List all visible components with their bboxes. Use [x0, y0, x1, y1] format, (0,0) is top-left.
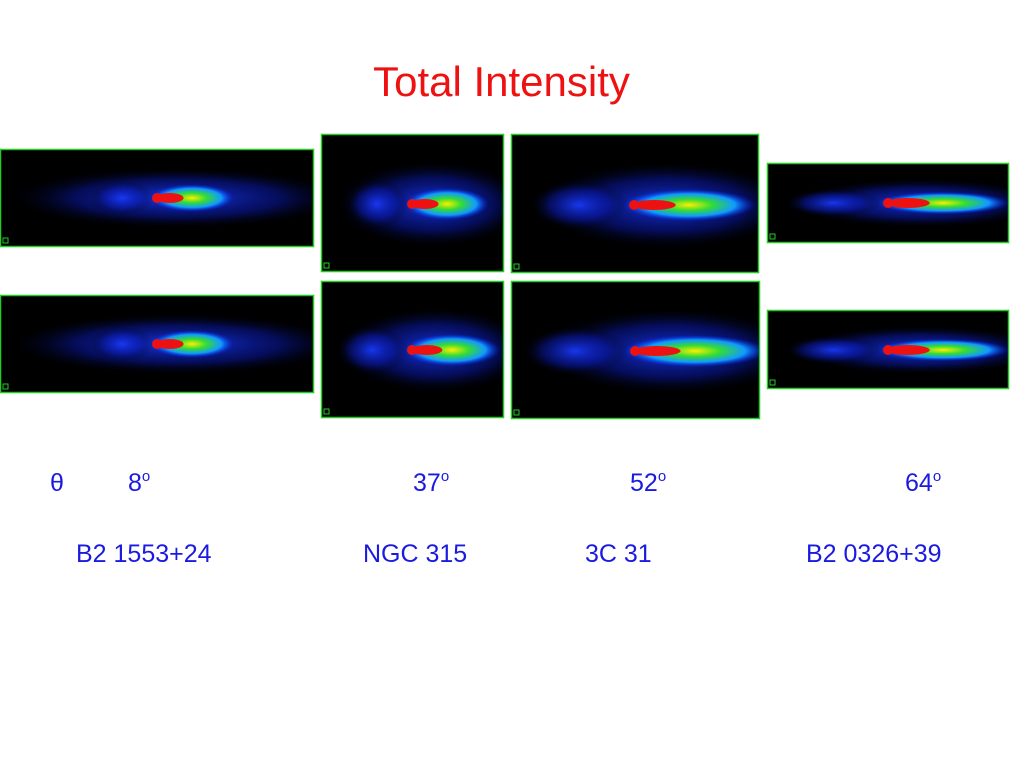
counter-glow: [783, 188, 883, 218]
degree-sign: o: [657, 468, 667, 485]
degree-sign: o: [440, 468, 450, 485]
counter-glow: [783, 335, 883, 365]
core: [152, 193, 162, 203]
angle: 37o: [413, 468, 450, 497]
icon: [513, 409, 520, 416]
jet: [150, 330, 234, 358]
icon: [2, 383, 9, 390]
angle: 8o: [128, 468, 151, 497]
jet: [623, 335, 759, 367]
angle-value: 64: [905, 469, 933, 497]
icon: [769, 379, 776, 386]
core: [407, 199, 417, 209]
counter-glow: [529, 179, 629, 231]
angle-value: 52: [630, 469, 658, 497]
jet: [404, 334, 500, 366]
source-name: 3C 31: [585, 540, 652, 568]
angle: 64o: [905, 468, 942, 497]
core: [883, 198, 893, 208]
jet: [623, 189, 755, 221]
counter-glow: [345, 179, 409, 229]
source-name: NGC 315: [363, 540, 468, 568]
jet-core: [410, 345, 443, 355]
counter-glow: [336, 325, 408, 375]
core: [630, 346, 640, 356]
jet-core: [885, 198, 930, 208]
core: [152, 339, 162, 349]
jet-core: [155, 193, 184, 203]
icon: [513, 263, 520, 270]
degree-sign: o: [932, 468, 942, 485]
counter-glow: [90, 180, 154, 216]
icon: [769, 233, 776, 240]
jet-core: [410, 199, 439, 209]
core: [629, 200, 639, 210]
angle-value: 37: [413, 469, 441, 497]
jet-core: [155, 339, 184, 349]
counter-glow: [521, 326, 629, 376]
degree-sign: o: [141, 468, 151, 485]
angle: 52o: [630, 468, 667, 497]
icon: [323, 262, 330, 269]
jet: [877, 338, 1008, 362]
jet-core: [631, 200, 676, 210]
core: [407, 345, 417, 355]
core: [883, 345, 893, 355]
icon: [2, 237, 9, 244]
title: Total Intensity: [373, 58, 630, 105]
jet: [150, 184, 234, 212]
jet-core: [632, 346, 681, 356]
angle-label: θ: [50, 469, 64, 497]
jet-core: [885, 345, 930, 355]
angle-value: 8: [128, 469, 142, 497]
counter-glow: [90, 326, 154, 362]
source-name: B2 0326+39: [806, 540, 942, 568]
icon: [323, 408, 330, 415]
jet: [405, 188, 489, 220]
source-name: B2 1553+24: [76, 540, 212, 568]
jet: [877, 191, 1008, 215]
